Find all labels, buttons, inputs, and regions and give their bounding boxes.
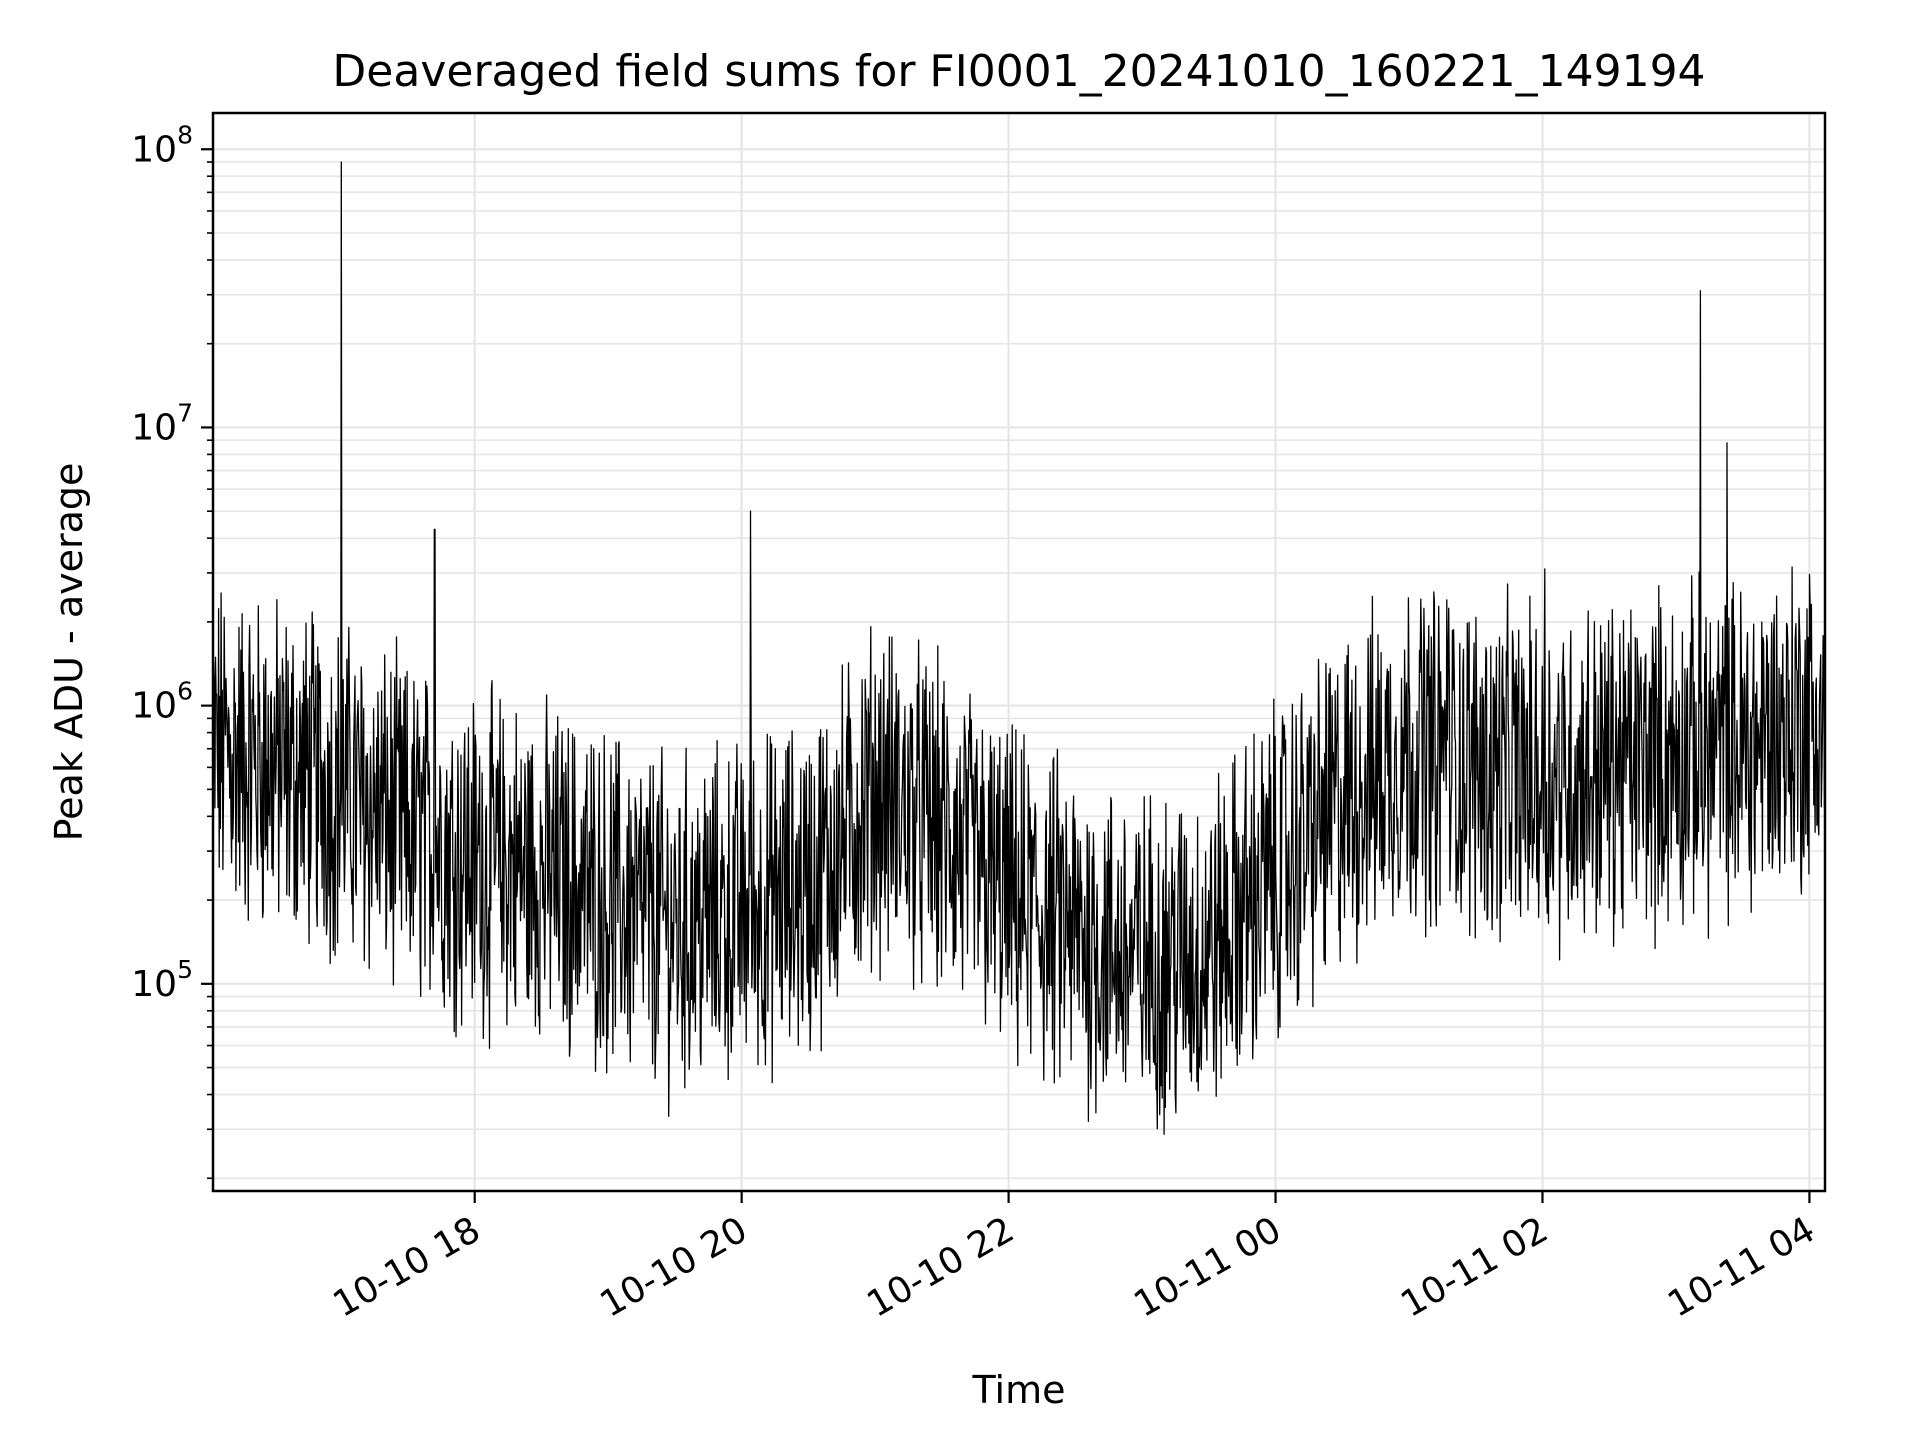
y-tick-label: 107 — [131, 398, 193, 448]
series-polyline — [212, 161, 1826, 1135]
y-tick-label: 108 — [131, 120, 193, 170]
x-axis-label: Time — [972, 1368, 1066, 1412]
y-tick-label: 106 — [131, 677, 193, 727]
y-tick-base: 10 — [131, 964, 177, 1005]
y-tick-label: 105 — [131, 955, 193, 1005]
y-tick-base: 10 — [131, 686, 177, 727]
plot-frame — [211, 111, 1827, 1193]
y-tick-base: 10 — [131, 407, 177, 448]
y-axis-label: Peak ADU - average — [47, 463, 91, 842]
series-line — [212, 161, 1826, 1135]
y-tick-exponent: 5 — [177, 955, 193, 984]
y-tick-exponent: 7 — [177, 398, 193, 427]
y-tick-base: 10 — [131, 129, 177, 170]
y-tick-exponent: 8 — [177, 120, 193, 149]
chart-title: Deaveraged field sums for FI0001_2024101… — [332, 46, 1705, 97]
y-tick-exponent: 6 — [177, 677, 193, 706]
